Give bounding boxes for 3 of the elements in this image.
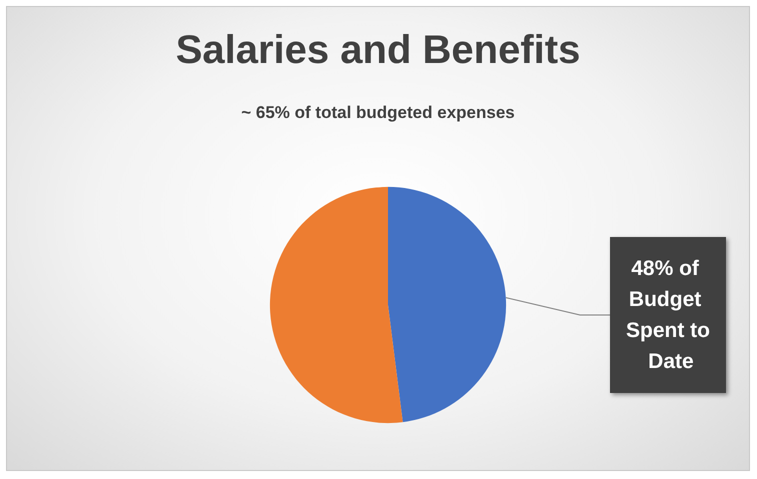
chart-title: Salaries and Benefits [176,28,580,72]
data-label: 48% of Budget Spent to Date [626,257,710,373]
chart-subtitle: ~ 65% of total budgeted expenses [241,103,515,122]
